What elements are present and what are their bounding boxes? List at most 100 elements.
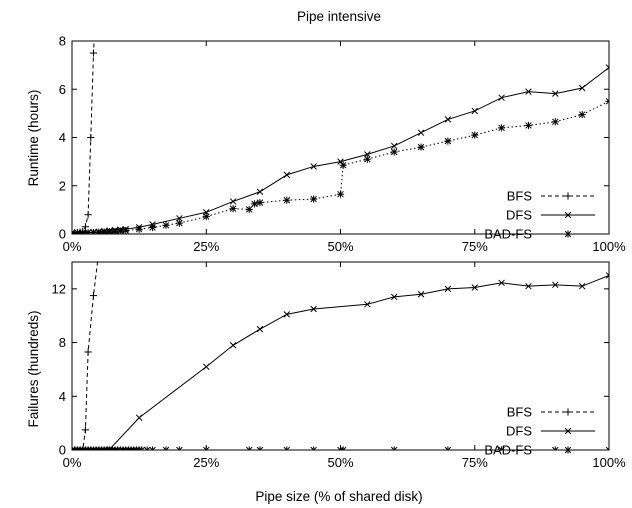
runtime-point-bfs: [87, 133, 95, 142]
runtime-point-bad-fs: [283, 196, 291, 204]
runtime-point-bad-fs: [524, 121, 533, 130]
runtime-y-tick-label: 0: [59, 227, 66, 242]
failures-point-bad-fs: [498, 446, 506, 450]
runtime-point-bad-fs: [135, 225, 143, 233]
failures-x-tick-label: 25%: [193, 455, 219, 470]
runtime-point-dfs: [498, 94, 505, 101]
runtime-y-tick-label: 2: [59, 178, 66, 193]
failures-legend-marker-dfs: [564, 427, 572, 435]
runtime-point-dfs: [229, 198, 237, 205]
failures-point-dfs: [552, 281, 559, 289]
runtime-point-dfs: [525, 88, 532, 95]
failures-legend-label-bfs: BFS: [507, 405, 533, 420]
runtime-legend-marker-bfs: [564, 192, 572, 200]
runtime-point-bad-fs: [175, 219, 183, 227]
runtime-point-bfs: [93, 1, 100, 8]
failures-point-bad-fs: [283, 446, 291, 450]
failures-point-bad-fs: [605, 446, 609, 450]
runtime-legend-marker-dfs: [564, 211, 572, 219]
runtime-x-tick-label: 75%: [462, 239, 488, 254]
runtime-point-bfs: [89, 49, 98, 57]
runtime-point-dfs: [605, 64, 609, 71]
failures-point-bad-fs: [72, 446, 76, 450]
runtime-line-bfs: [72, 41, 95, 234]
runtime-point-dfs: [283, 171, 291, 179]
runtime-series-bad-fs: [72, 97, 609, 234]
failures-x-tick-label: 75%: [462, 455, 488, 470]
runtime-point-bad-fs: [363, 155, 371, 163]
failures-legend-label-bad-fs: BAD-FS: [484, 443, 532, 458]
runtime-point-dfs: [176, 215, 183, 222]
failures-line-bfs: [72, 262, 99, 450]
failures-y-tick-label: 8: [59, 335, 66, 350]
runtime-point-dfs: [256, 188, 264, 196]
failures-point-dfs: [471, 284, 478, 291]
failures-axis-ticks: 0% 25% 50% 75% 100% 0 4 8 12: [52, 262, 626, 470]
runtime-series-bfs: [72, 1, 100, 234]
runtime-x-tick-label: 50%: [327, 239, 353, 254]
runtime-point-dfs: [417, 129, 425, 136]
failures-series-bfs: [72, 262, 99, 450]
failures-point-dfs: [310, 305, 317, 313]
failures-point-dfs: [283, 311, 291, 318]
failures-x-tick-label: 50%: [327, 455, 353, 470]
failures-point-dfs: [364, 301, 371, 308]
failures-point-bad-fs: [551, 446, 559, 450]
runtime-point-bad-fs: [245, 205, 253, 213]
failures-point-bad-fs: [245, 446, 253, 450]
failures-point-bad-fs: [138, 446, 146, 450]
runtime-point-bad-fs: [336, 190, 345, 198]
runtime-plot-frame: [71, 40, 610, 235]
failures-point-bad-fs: [310, 446, 318, 450]
runtime-point-dfs: [364, 151, 371, 158]
failures-point-bad-fs: [162, 446, 170, 450]
runtime-x-tick-label: 25%: [193, 239, 219, 254]
runtime-point-bad-fs: [471, 131, 479, 139]
failures-point-bad-fs: [202, 446, 210, 450]
runtime-plot-border: [71, 40, 610, 235]
failures-point-dfs: [525, 282, 532, 290]
failures-point-bad-fs: [390, 446, 398, 450]
runtime-point-bfs: [84, 211, 92, 219]
runtime-point-dfs: [390, 142, 398, 150]
runtime-point-bad-fs: [229, 205, 237, 213]
failures-point-bfs: [84, 348, 92, 356]
failures-y-tick-label: 0: [59, 443, 66, 458]
runtime-point-bad-fs: [250, 200, 259, 208]
failures-point-bad-fs: [143, 446, 151, 450]
runtime-point-bfs: [81, 223, 90, 231]
runtime-point-bad-fs: [162, 221, 170, 229]
x-axis-title: Pipe size (% of shared disk): [255, 489, 422, 504]
failures-plot-frame: [71, 261, 610, 451]
runtime-point-bad-fs: [202, 213, 210, 221]
failures-point-dfs: [498, 279, 505, 287]
runtime-point-bad-fs: [148, 223, 157, 232]
failures-point-dfs: [256, 325, 264, 333]
failures-legend-label-dfs: DFS: [506, 424, 532, 439]
runtime-y-tick-label: 8: [59, 34, 66, 49]
failures-series-dfs: [72, 272, 609, 450]
failures-legend: BFS DFS BAD-FS: [484, 405, 595, 458]
failures-series: [72, 262, 609, 450]
runtime-point-bad-fs: [578, 110, 586, 119]
runtime-x-tick-label: 100%: [592, 239, 626, 254]
failures-point-bad-fs: [175, 446, 183, 450]
failures-point-bad-fs: [444, 446, 452, 450]
failures-point-dfs: [135, 414, 143, 422]
runtime-x-tick-label: 0%: [63, 239, 82, 254]
runtime-legend-marker-bad-fs: [564, 230, 572, 238]
runtime-axis-ticks: 0% 25% 50% 75% 100% 0 2 4 6 8: [59, 34, 626, 255]
failures-point-dfs: [229, 342, 237, 349]
runtime-point-bad-fs: [339, 161, 347, 169]
failures-panel: Failures (hundreds) Pipe size (% of shar…: [26, 261, 626, 504]
runtime-point-dfs: [310, 163, 317, 170]
runtime-point-bad-fs: [105, 228, 114, 234]
failures-series-bad-fs: [72, 446, 609, 450]
runtime-point-bad-fs: [417, 143, 425, 151]
failures-legend-marker-bfs: [564, 408, 572, 416]
runtime-y-tick-label: 6: [59, 82, 66, 97]
failures-x-tick-label: 100%: [592, 455, 626, 470]
runtime-y-axis-title: Runtime (hours): [26, 90, 41, 187]
